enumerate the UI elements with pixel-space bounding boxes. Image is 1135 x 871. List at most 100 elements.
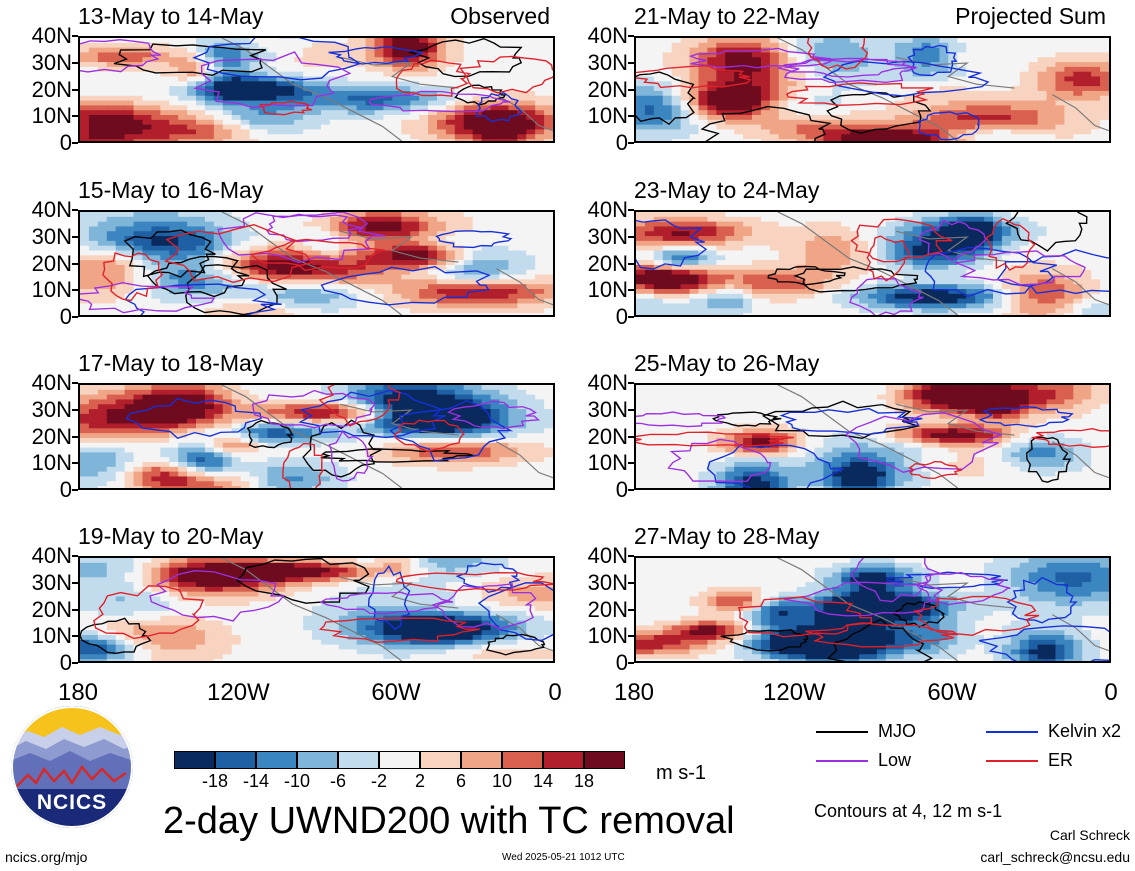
colorbar-swatch: [174, 751, 215, 769]
y-tick-label: 20N: [587, 250, 628, 276]
y-tick-label: 10N: [587, 277, 628, 303]
x-tick-label: 0: [1104, 679, 1118, 706]
x-tick-label: 180: [613, 679, 655, 706]
colorbar-swatch: [215, 751, 256, 769]
panel-title: 13-May to 14-May: [78, 3, 264, 29]
y-tick-label: 0: [615, 650, 628, 675]
y-tick-label: 30N: [31, 396, 72, 422]
y-tick-label: 10N: [587, 450, 628, 476]
colorbar-swatch: [461, 751, 502, 769]
footer-url: ncics.org/mjo: [5, 849, 88, 865]
y-tick-label: 0: [615, 304, 628, 329]
legend-label: Kelvin x2: [1048, 721, 1122, 741]
y-tick-label: 20N: [31, 596, 72, 622]
colorbar-swatch: [338, 751, 379, 769]
heatmap-panel: [634, 556, 1111, 663]
legend-line: [816, 731, 868, 733]
heatmap-svg: [80, 212, 553, 315]
legend-line: [986, 760, 1038, 762]
y-tick-label: 0: [59, 130, 72, 155]
colorbar-label: -2: [370, 771, 387, 791]
panel-title: 19-May to 20-May: [78, 523, 264, 549]
colorbar-label: 10: [491, 771, 513, 791]
heatmap-svg: [636, 558, 1109, 661]
heatmap-panel: [634, 36, 1111, 143]
y-tick-label: 0: [615, 130, 628, 155]
y-tick-label: 10N: [587, 623, 628, 649]
y-tick-label: 20N: [587, 423, 628, 449]
colorbar-label: -6: [329, 771, 346, 791]
y-tick-label: 30N: [587, 49, 628, 75]
y-tick-label: 30N: [587, 396, 628, 422]
x-tick-label: 120W: [207, 679, 270, 706]
y-tick-label: 20N: [587, 76, 628, 102]
x-tick-label: 180: [57, 679, 99, 706]
heatmap-panel: [634, 210, 1111, 317]
x-tick-label: 0: [548, 679, 562, 706]
colorbar-swatch: [584, 751, 625, 769]
legend-label: MJO: [878, 721, 916, 741]
y-tick-label: 0: [59, 650, 72, 675]
legend-line: [986, 731, 1038, 733]
y-tick-label: 30N: [587, 569, 628, 595]
heatmap-svg: [636, 385, 1109, 488]
panel-title: 15-May to 16-May: [78, 177, 264, 203]
colorbar-swatch: [379, 751, 420, 769]
y-tick-label: 10N: [31, 277, 72, 303]
y-tick-label: 40N: [587, 23, 628, 48]
colorbar-label: 6: [455, 771, 466, 791]
y-tick-label: 40N: [587, 543, 628, 568]
heatmap-svg: [80, 558, 553, 661]
heatmap-svg: [636, 38, 1109, 141]
main-title: 2-day UWND200 with TC removal: [163, 800, 735, 842]
panel-title: 21-May to 22-May: [634, 3, 820, 29]
panel-title: 17-May to 18-May: [78, 350, 264, 376]
colorbar-swatch: [297, 751, 338, 769]
colorbar-label: 2: [414, 771, 425, 791]
column-tag: Projected Sum: [955, 3, 1106, 29]
y-tick-label: 30N: [31, 223, 72, 249]
y-tick-label: 40N: [587, 370, 628, 395]
ncics-logo-graphic: [11, 706, 133, 828]
colorbar-label: 18: [573, 771, 595, 791]
y-tick-label: 30N: [31, 569, 72, 595]
heatmap-panel: [78, 383, 555, 490]
colorbar-swatch: [543, 751, 584, 769]
heatmap-panel: [634, 383, 1111, 490]
colorbar-swatch: [420, 751, 461, 769]
y-tick-label: 40N: [31, 23, 72, 48]
ncics-logo: NCICS: [10, 705, 134, 829]
y-tick-label: 0: [615, 477, 628, 502]
y-tick-label: 10N: [31, 103, 72, 129]
heatmap-panel: [78, 36, 555, 143]
colorbar-units: m s-1: [656, 762, 706, 784]
heatmap-svg: [80, 385, 553, 488]
colorbar-label: -10: [283, 771, 310, 791]
heatmap-panel: [78, 210, 555, 317]
colorbar-label: 14: [532, 771, 554, 791]
legend-line: [816, 760, 868, 762]
legend-label: ER: [1048, 750, 1074, 770]
y-tick-label: 10N: [31, 450, 72, 476]
column-tag: Observed: [450, 3, 550, 29]
y-tick-label: 10N: [587, 103, 628, 129]
panel-title: 23-May to 24-May: [634, 177, 820, 203]
heatmap-svg: [636, 212, 1109, 315]
y-tick-label: 20N: [31, 76, 72, 102]
x-tick-label: 60W: [371, 679, 421, 706]
y-tick-label: 0: [59, 304, 72, 329]
y-tick-label: 40N: [31, 197, 72, 222]
contour-note: Contours at 4, 12 m s-1: [814, 801, 1003, 821]
x-tick-label: 120W: [763, 679, 826, 706]
y-tick-label: 10N: [31, 623, 72, 649]
y-tick-label: 0: [59, 477, 72, 502]
colorbar-swatch: [502, 751, 543, 769]
heatmap-panel: [78, 556, 555, 663]
y-tick-label: 40N: [587, 197, 628, 222]
footer-timestamp: Wed 2025-05-21 1012 UTC: [502, 852, 625, 863]
x-tick-label: 60W: [927, 679, 977, 706]
panel-title: 27-May to 28-May: [634, 523, 820, 549]
logo-text: NCICS: [36, 791, 108, 814]
y-tick-label: 30N: [587, 223, 628, 249]
y-tick-label: 40N: [31, 543, 72, 568]
